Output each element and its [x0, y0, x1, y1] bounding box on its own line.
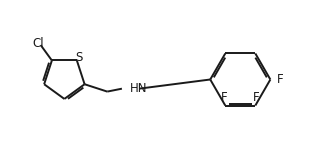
Text: S: S: [76, 51, 83, 64]
Text: HN: HN: [130, 82, 148, 95]
Text: F: F: [221, 91, 227, 104]
Text: F: F: [277, 73, 284, 86]
Text: F: F: [253, 91, 260, 104]
Text: Cl: Cl: [32, 37, 43, 50]
